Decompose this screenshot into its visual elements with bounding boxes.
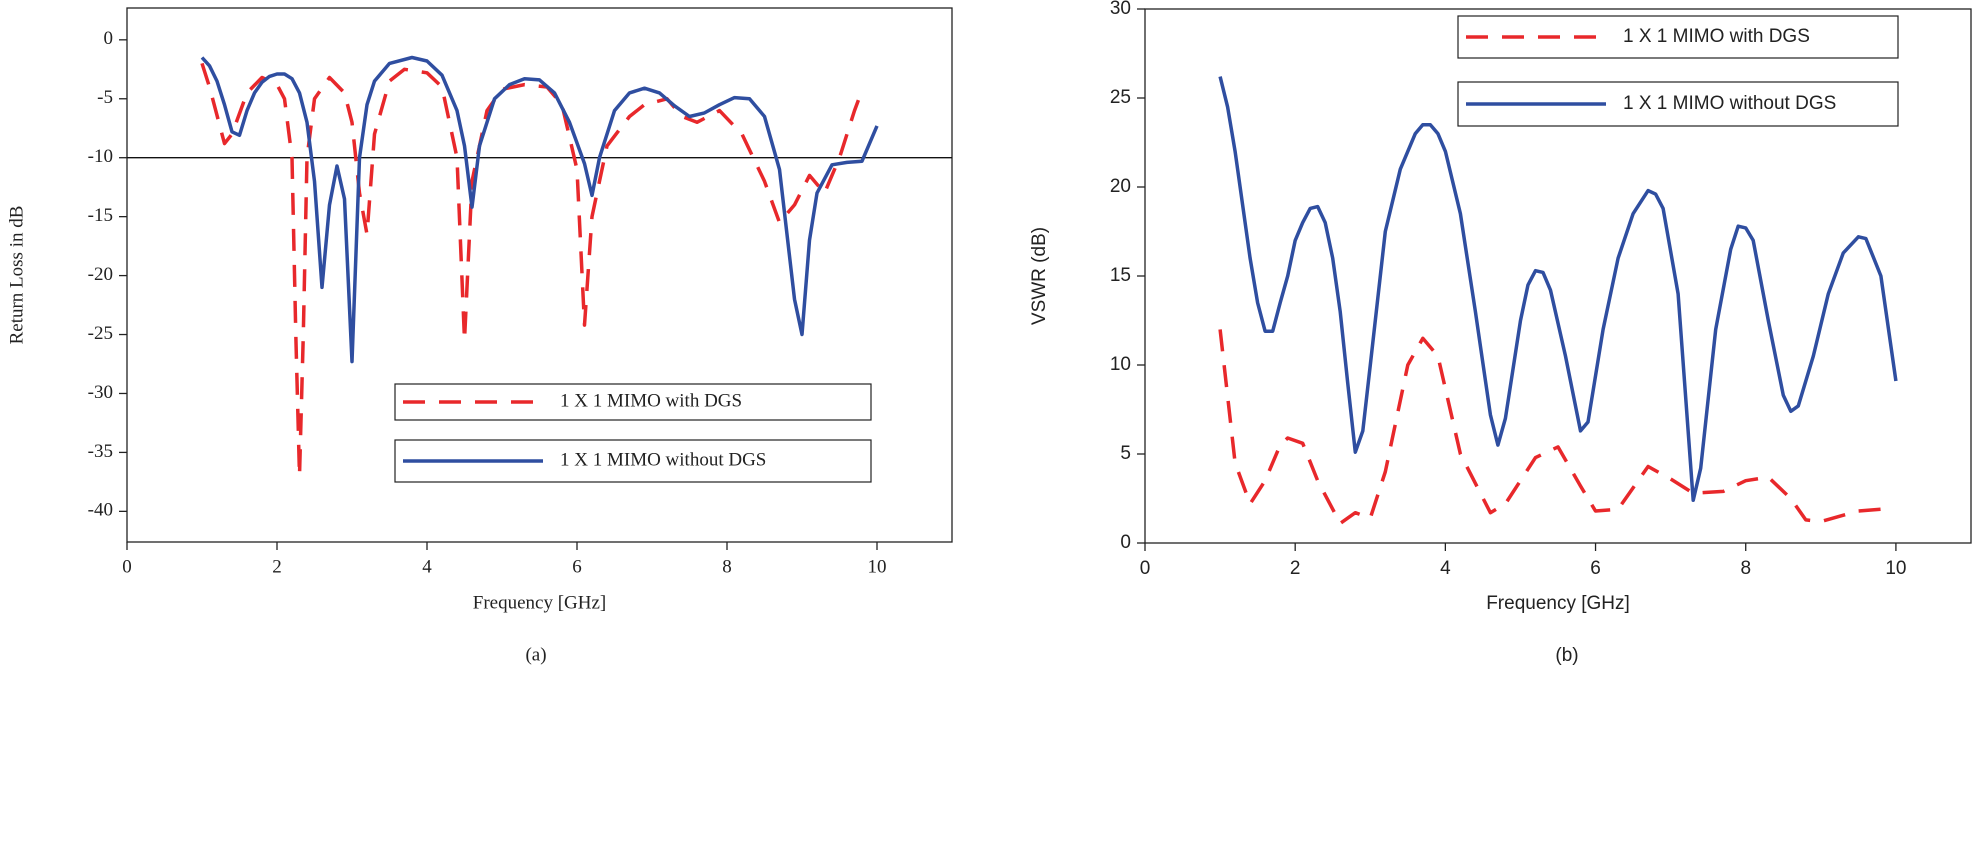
y-tick-label: 5 [1120,443,1131,464]
x-tick-label: 10 [1885,558,1906,579]
x-tick-label: 6 [1590,558,1601,579]
y-tick-label: -10 [88,146,113,167]
panel-b: 0 5 10 15 20 25 30 0 2 4 6 8 10 Frequency [GHz] VSWR (… [1029,0,1972,666]
y-tick-label: 15 [1110,265,1131,286]
y-tick-label: -40 [88,500,113,521]
y-tick-label: 20 [1110,176,1131,197]
legend-label: 1 X 1 MIMO with DGS [560,390,742,411]
y-axis-title: VSWR (dB) [1029,227,1050,325]
y-tick-label: -30 [88,382,113,403]
legend-box [394,383,872,421]
x-tick-label: 6 [572,556,582,577]
y-tick-label: -15 [88,205,113,226]
legend-label: 1 X 1 MIMO with DGS [1623,26,1810,47]
y-tick-label: 30 [1110,0,1131,19]
caption: (a) [525,644,546,665]
x-tick-label: 4 [422,556,432,577]
y-axis-title: Return Loss in dB [6,206,27,345]
y-tick-label: -20 [88,264,113,285]
y-tick-label: -25 [88,323,113,344]
y-tick-label: -5 [97,87,113,108]
x-tick-label: 8 [1740,558,1751,579]
y-tick-label: 0 [104,28,114,49]
x-tick-label: 0 [122,556,132,577]
x-tick-label: 8 [722,556,732,577]
y-tick-label: 10 [1110,354,1131,375]
data-line [200,55,879,364]
x-axis-title: Frequency [GHz] [473,592,606,613]
legend-box [1457,15,1899,59]
x-axis-title: Frequency [GHz] [1486,593,1630,614]
y-tick-label: 25 [1110,87,1131,108]
x-tick-label: 2 [1290,558,1301,579]
legend-label: 1 X 1 MIMO without DGS [1623,93,1836,114]
x-tick-label: 10 [868,556,887,577]
x-tick-label: 0 [1140,558,1151,579]
panel-a: 0 -5 -10 -15 -20 -25 -30 -35 -40 0 2 4 6 8 10 Frequency… [6,7,953,665]
data-line [1218,76,1898,503]
y-tick-label: -35 [88,441,113,462]
x-tick-label: 4 [1440,558,1451,579]
y-tick-label: 0 [1120,532,1131,553]
data-line [1218,329,1882,526]
legend-label: 1 X 1 MIMO without DGS [560,449,766,470]
caption: (b) [1555,645,1578,666]
x-tick-label: 2 [272,556,282,577]
